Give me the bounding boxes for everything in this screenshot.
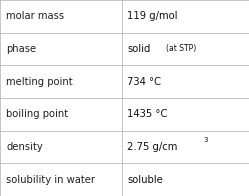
- Text: 2.75 g/cm: 2.75 g/cm: [127, 142, 177, 152]
- Text: 3: 3: [203, 137, 207, 143]
- Text: solubility in water: solubility in water: [6, 175, 95, 185]
- Text: density: density: [6, 142, 43, 152]
- Text: 119 g/mol: 119 g/mol: [127, 11, 178, 21]
- Text: melting point: melting point: [6, 77, 73, 87]
- Text: 1435 °C: 1435 °C: [127, 109, 167, 119]
- Text: molar mass: molar mass: [6, 11, 64, 21]
- Text: boiling point: boiling point: [6, 109, 68, 119]
- Text: solid: solid: [127, 44, 150, 54]
- Text: soluble: soluble: [127, 175, 163, 185]
- Text: 734 °C: 734 °C: [127, 77, 161, 87]
- Text: phase: phase: [6, 44, 36, 54]
- Text: (at STP): (at STP): [166, 44, 196, 54]
